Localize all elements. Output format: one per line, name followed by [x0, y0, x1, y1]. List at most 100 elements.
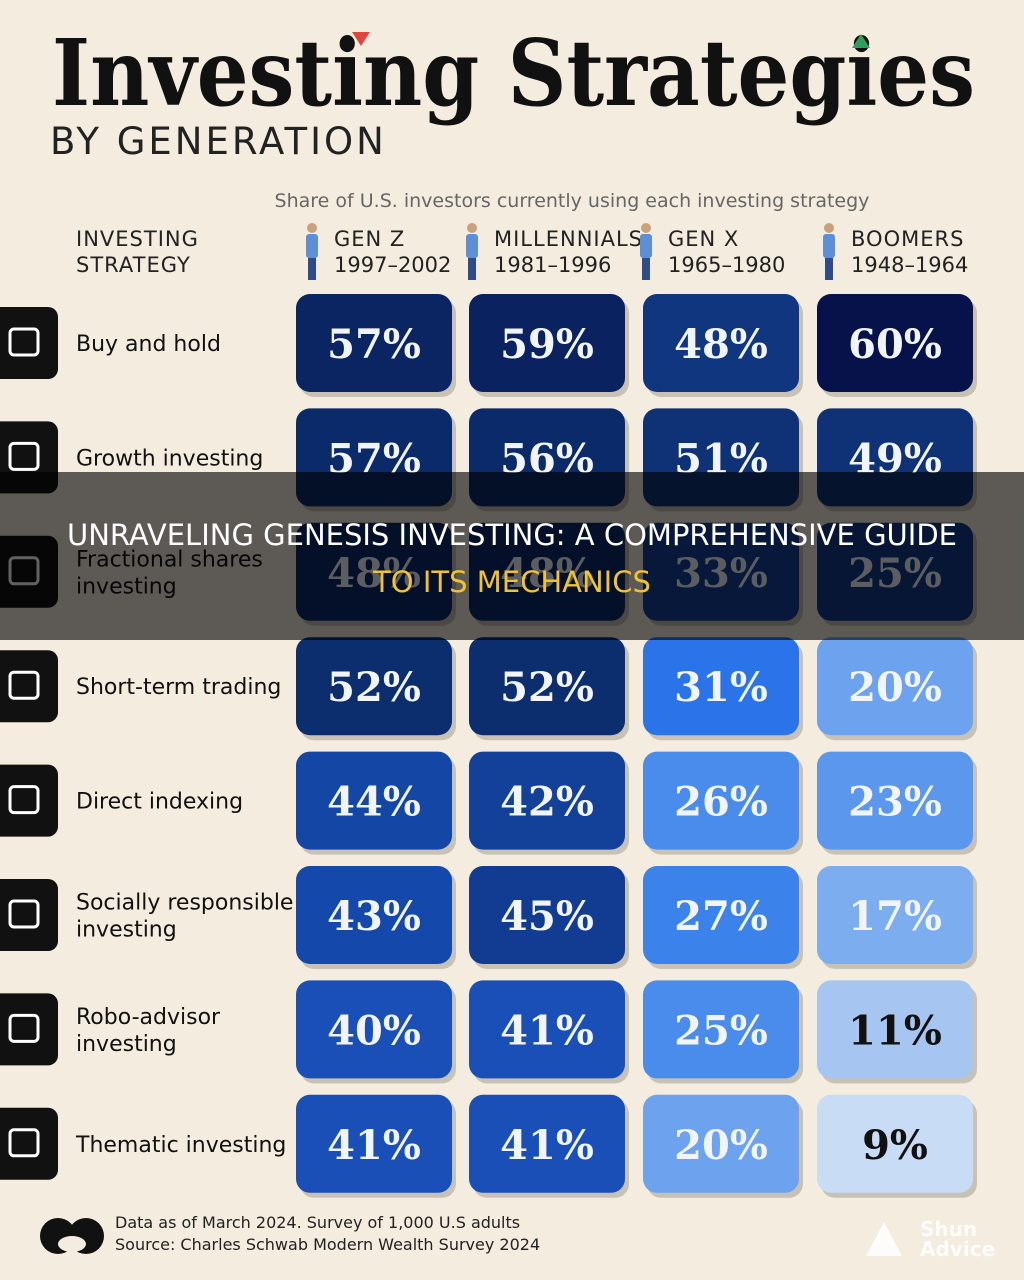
icon-tile: [0, 879, 58, 951]
icon-legs: [825, 258, 833, 280]
icon-legs: [642, 258, 650, 280]
cell: [469, 980, 625, 1079]
cell-value: 45%: [500, 893, 594, 940]
cell-value: 17%: [848, 893, 942, 940]
icon-tile: [0, 307, 58, 379]
column-name: GEN Z: [334, 227, 405, 251]
strategy-label: investing: [76, 1032, 177, 1057]
cell-value: 52%: [327, 664, 421, 711]
cell: [296, 751, 452, 850]
cell: [817, 637, 973, 736]
cell-value: 57%: [327, 321, 421, 368]
cell: [296, 1094, 452, 1193]
cell: [817, 294, 973, 392]
cell-value: 52%: [500, 664, 594, 711]
up-triangle: [852, 34, 870, 48]
cell-value: 31%: [674, 664, 768, 711]
icon-tile: [0, 650, 58, 723]
cell: [817, 751, 973, 850]
cell-value: 26%: [674, 779, 768, 826]
cell-value: 42%: [500, 779, 594, 826]
icon-tile: [0, 1107, 58, 1180]
banner: [0, 472, 1024, 640]
footer-note: Data as of March 2024. Survey of 1,000 U…: [115, 1213, 520, 1232]
cell-value: 41%: [327, 1122, 421, 1169]
column-name: MILLENNIALS: [494, 227, 643, 251]
cell: [643, 751, 799, 850]
icon-body: [640, 234, 652, 258]
icon-glyph: [8, 441, 40, 471]
generation-icon: [640, 223, 652, 280]
cell: [643, 980, 799, 1079]
cell-value: 25%: [674, 1007, 768, 1054]
strategy-label: Direct indexing: [76, 790, 243, 815]
cell-value: 59%: [500, 321, 594, 368]
cell-value: 20%: [848, 664, 942, 711]
cell: [643, 637, 799, 736]
icon-glyph: [8, 785, 40, 815]
icon-legs: [308, 258, 316, 280]
title: Investing Strategies: [52, 19, 975, 127]
icon-body: [823, 234, 835, 258]
cell: [469, 1094, 625, 1193]
cell-value: 20%: [674, 1122, 768, 1169]
icon-legs: [468, 258, 476, 280]
generation-icon: [306, 223, 318, 280]
strategy-label: Thematic investing: [75, 1133, 286, 1158]
row-header: STRATEGY: [76, 253, 191, 277]
cell: [296, 980, 452, 1079]
generation-icon: [823, 223, 835, 280]
icon-head: [467, 223, 477, 233]
icon-glyph: [8, 670, 40, 700]
icon-head: [307, 223, 317, 233]
column-name: GEN X: [668, 227, 739, 251]
cell: [643, 1094, 799, 1193]
strategy-label: Socially responsible: [76, 891, 293, 916]
cell: [469, 294, 625, 392]
icon-head: [824, 223, 834, 233]
icon-tile: [0, 764, 58, 837]
footer-logo: [40, 1218, 104, 1254]
row-header: INVESTING: [76, 227, 199, 251]
cell: [643, 294, 799, 392]
cell: [469, 751, 625, 850]
cell-value: 48%: [674, 321, 768, 368]
column-name: BOOMERS: [851, 227, 964, 251]
icon-glyph: [8, 899, 40, 929]
subtitle: BY GENERATION: [50, 120, 387, 163]
cell-value: 41%: [500, 1122, 594, 1169]
icon-head: [641, 223, 651, 233]
icon-glyph: [8, 327, 40, 357]
cell-value: 27%: [674, 893, 768, 940]
caption: Share of U.S. investors currently using …: [275, 190, 870, 212]
cell-value: 44%: [327, 779, 421, 826]
icon-glyph: [8, 1013, 40, 1043]
cell: [296, 866, 452, 964]
watermark: Advice: [920, 1237, 995, 1261]
cell: [296, 637, 452, 736]
strategy-label: Robo-advisor: [76, 1005, 221, 1030]
icon-tile: [0, 993, 58, 1066]
banner-line: UNRAVELING GENESIS INVESTING: A COMPREHE…: [67, 518, 957, 552]
cell-value: 43%: [327, 893, 421, 940]
cell: [469, 866, 625, 964]
cell: [296, 294, 452, 392]
cell-value: 60%: [848, 321, 942, 368]
cell-value: 23%: [848, 779, 942, 826]
column-years: 1965–1980: [668, 253, 785, 277]
cell-value: 9%: [862, 1122, 928, 1169]
watermark: Shun: [920, 1217, 977, 1241]
cell: [643, 866, 799, 964]
cell: [817, 866, 973, 964]
cell-value: 11%: [848, 1007, 942, 1054]
strategy-label: investing: [76, 918, 177, 943]
icon-body: [306, 234, 318, 258]
down-triangle: [352, 32, 370, 46]
cell: [817, 1094, 973, 1193]
strategy-label: Growth investing: [76, 446, 263, 471]
footer-source: Source: Charles Schwab Modern Wealth Sur…: [115, 1235, 540, 1254]
column-years: 1948–1964: [851, 253, 968, 277]
cell: [469, 637, 625, 736]
cell: [817, 980, 973, 1079]
